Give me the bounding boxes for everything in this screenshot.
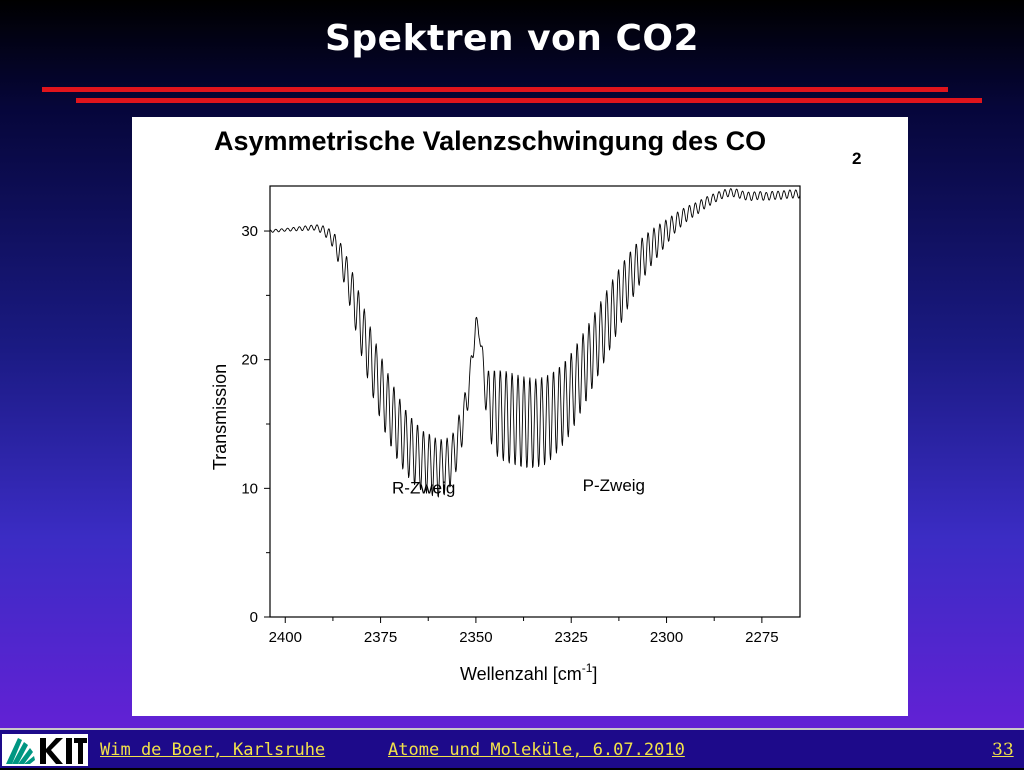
- chart-title-subscript: 2: [852, 149, 861, 168]
- x-axis-label-main: Wellenzahl [cm: [460, 664, 582, 684]
- x-tick-label: 2325: [555, 629, 588, 646]
- x-tick-label: 2275: [745, 629, 778, 646]
- svg-text:Wellenzahl [cm-1]: Wellenzahl [cm-1]: [460, 661, 597, 684]
- chart-annotations: R-Zweig P-Zweig: [392, 476, 645, 498]
- footer-divider: [0, 728, 1024, 730]
- axis-ticks: [264, 230, 763, 623]
- y-tick-label: 30: [241, 223, 258, 240]
- spectrum-figure: Asymmetrische Valenzschwingung des CO 2 …: [132, 117, 908, 716]
- branch-annotation: R-Zweig: [392, 478, 455, 497]
- x-axis-label-end: ]: [592, 664, 597, 684]
- x-tick-label: 2300: [650, 629, 683, 646]
- title-underline-top: [42, 87, 948, 92]
- chart-title-text: Asymmetrische Valenzschwingung des CO: [214, 126, 766, 156]
- footer-course-link[interactable]: Atome und Moleküle, 6.07.2010: [388, 740, 685, 760]
- x-tick-label: 2400: [269, 629, 302, 646]
- kit-logo: [2, 734, 88, 766]
- y-tick-label: 0: [250, 609, 258, 626]
- y-tick-label: 10: [241, 480, 258, 497]
- x-axis-label-exponent: -1: [582, 661, 593, 675]
- slide-title: Spektren von CO2: [324, 18, 700, 59]
- series-line-transmission: [269, 188, 801, 498]
- x-tick-label: 2375: [364, 629, 397, 646]
- kit-logo-icon: [6, 738, 87, 764]
- x-axis-label: Wellenzahl [cm-1]: [460, 661, 597, 684]
- y-tick-label: 20: [241, 352, 258, 369]
- x-tick-label: 2350: [459, 629, 492, 646]
- plot-frame: [269, 185, 801, 618]
- y-axis-label: Transmission: [210, 364, 230, 470]
- footer-author-link[interactable]: Wim de Boer, Karlsruhe: [100, 740, 326, 760]
- spectrum-chart: Asymmetrische Valenzschwingung des CO 2 …: [210, 126, 861, 684]
- branch-annotation: P-Zweig: [583, 476, 645, 495]
- title-underline-bottom: [76, 98, 982, 103]
- footer-page-number[interactable]: 33: [992, 740, 1014, 760]
- tick-labels: 2400 2375 2350 2325 2300 2275 0 10 20 30: [241, 223, 778, 646]
- chart-title: Asymmetrische Valenzschwingung des CO 2: [214, 126, 861, 168]
- footer-bar: [0, 730, 1024, 768]
